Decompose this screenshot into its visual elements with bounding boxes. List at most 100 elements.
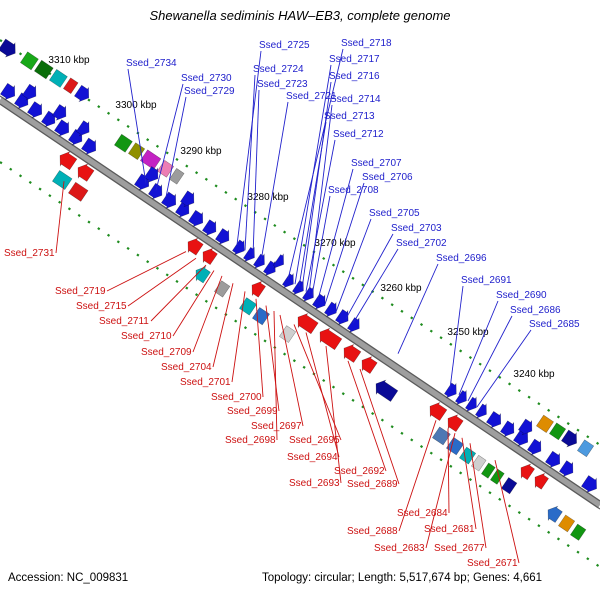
gene-glyph[interactable]: [75, 119, 94, 139]
gene-glyph[interactable]: [530, 470, 549, 491]
gene-glyph[interactable]: [425, 399, 448, 422]
gene-glyph[interactable]: [485, 410, 505, 431]
gene-glyph[interactable]: [464, 396, 481, 415]
gene-glyph[interactable]: [499, 419, 518, 440]
gene-label[interactable]: Ssed_2721: [286, 91, 337, 102]
gene-glyph[interactable]: [334, 308, 353, 328]
gene-glyph[interactable]: [214, 280, 231, 298]
gene-glyph[interactable]: [432, 426, 451, 446]
gene-glyph[interactable]: [315, 325, 343, 351]
gene-label[interactable]: Ssed_2696: [436, 253, 487, 264]
gene-glyph[interactable]: [459, 446, 477, 465]
gene-glyph[interactable]: [114, 133, 133, 153]
gene-label[interactable]: Ssed_2693: [289, 478, 340, 489]
gene-label[interactable]: Ssed_2707: [351, 158, 402, 169]
gene-glyph[interactable]: [516, 461, 535, 482]
gene-glyph[interactable]: [239, 297, 257, 316]
gene-glyph[interactable]: [49, 69, 68, 88]
gene-label[interactable]: Ssed_2671: [467, 558, 518, 569]
gene-label[interactable]: Ssed_2685: [529, 319, 580, 330]
gene-glyph[interactable]: [446, 437, 464, 456]
gene-glyph[interactable]: [293, 310, 319, 335]
gene-glyph[interactable]: [20, 51, 39, 71]
gene-glyph[interactable]: [179, 189, 198, 210]
gene-glyph[interactable]: [0, 37, 20, 60]
gene-glyph[interactable]: [560, 428, 581, 450]
gene-glyph[interactable]: [291, 279, 308, 298]
gene-glyph[interactable]: [558, 459, 577, 480]
gene-glyph[interactable]: [214, 227, 233, 248]
gene-glyph[interactable]: [201, 218, 220, 239]
gene-glyph[interactable]: [26, 100, 46, 121]
gene-label[interactable]: Ssed_2723: [257, 79, 308, 90]
gene-label[interactable]: Ssed_2708: [328, 185, 379, 196]
gene-label[interactable]: Ssed_2712: [333, 129, 384, 140]
gene-glyph[interactable]: [247, 278, 266, 299]
gene-label[interactable]: Ssed_2701: [180, 377, 231, 388]
gene-label[interactable]: Ssed_2704: [161, 362, 212, 373]
gene-label[interactable]: Ssed_2690: [496, 290, 547, 301]
gene-glyph[interactable]: [543, 503, 563, 524]
gene-glyph[interactable]: [339, 341, 362, 364]
gene-label[interactable]: Ssed_2716: [329, 71, 380, 82]
gene-glyph[interactable]: [53, 118, 73, 139]
gene-glyph[interactable]: [73, 161, 95, 183]
gene-glyph[interactable]: [577, 439, 595, 458]
gene-glyph[interactable]: [147, 182, 166, 203]
gene-glyph[interactable]: [481, 462, 496, 479]
gene-label[interactable]: Ssed_2691: [461, 275, 512, 286]
gene-glyph[interactable]: [231, 238, 249, 258]
gene-glyph[interactable]: [191, 263, 211, 284]
gene-label[interactable]: Ssed_2694: [287, 452, 338, 463]
gene-label[interactable]: Ssed_2715: [76, 301, 127, 312]
gene-label[interactable]: Ssed_2698: [225, 435, 276, 446]
gene-glyph[interactable]: [80, 136, 100, 157]
gene-glyph[interactable]: [55, 148, 78, 171]
gene-glyph[interactable]: [187, 209, 207, 230]
gene-label[interactable]: Ssed_2709: [141, 347, 192, 358]
gene-label[interactable]: Ssed_2686: [510, 305, 561, 316]
gene-label[interactable]: Ssed_2714: [330, 94, 381, 105]
gene-glyph[interactable]: [68, 181, 89, 202]
gene-glyph[interactable]: [357, 353, 378, 375]
gene-glyph[interactable]: [311, 292, 330, 312]
gene-glyph[interactable]: [281, 272, 298, 291]
gene-glyph[interactable]: [262, 259, 280, 279]
gene-glyph[interactable]: [198, 245, 218, 266]
gene-glyph[interactable]: [471, 454, 487, 472]
gene-label[interactable]: Ssed_2689: [347, 479, 398, 490]
gene-label[interactable]: Ssed_2711: [99, 316, 149, 327]
gene-glyph[interactable]: [501, 477, 518, 495]
gene-label[interactable]: Ssed_2706: [362, 172, 413, 183]
gene-glyph[interactable]: [371, 377, 399, 403]
gene-glyph[interactable]: [0, 82, 20, 103]
gene-glyph[interactable]: [169, 168, 185, 185]
gene-label[interactable]: Ssed_2731: [4, 248, 55, 259]
gene-label[interactable]: Ssed_2713: [324, 111, 375, 122]
gene-glyph[interactable]: [570, 523, 587, 541]
gene-label[interactable]: Ssed_2725: [259, 40, 310, 51]
gene-glyph[interactable]: [558, 514, 576, 533]
gene-glyph[interactable]: [73, 84, 93, 105]
gene-glyph[interactable]: [252, 307, 270, 326]
gene-glyph[interactable]: [517, 417, 536, 438]
gene-glyph[interactable]: [52, 170, 73, 190]
gene-label[interactable]: Ssed_2683: [374, 543, 425, 554]
gene-label[interactable]: Ssed_2705: [369, 208, 420, 219]
gene-glyph[interactable]: [21, 83, 40, 104]
gene-label[interactable]: Ssed_2710: [121, 331, 172, 342]
gene-label[interactable]: Ssed_2734: [126, 58, 177, 69]
gene-glyph[interactable]: [443, 381, 461, 401]
gene-glyph[interactable]: [160, 190, 180, 211]
gene-glyph[interactable]: [474, 402, 491, 421]
gene-label[interactable]: Ssed_2688: [347, 526, 398, 537]
gene-label[interactable]: Ssed_2717: [329, 54, 380, 65]
gene-glyph[interactable]: [346, 316, 364, 336]
gene-label[interactable]: Ssed_2719: [55, 286, 106, 297]
gene-label[interactable]: Ssed_2703: [391, 223, 442, 234]
gene-glyph[interactable]: [490, 468, 505, 485]
gene-glyph[interactable]: [323, 300, 341, 320]
gene-glyph[interactable]: [301, 286, 318, 305]
gene-label[interactable]: Ssed_2699: [227, 406, 278, 417]
gene-glyph[interactable]: [34, 59, 54, 80]
